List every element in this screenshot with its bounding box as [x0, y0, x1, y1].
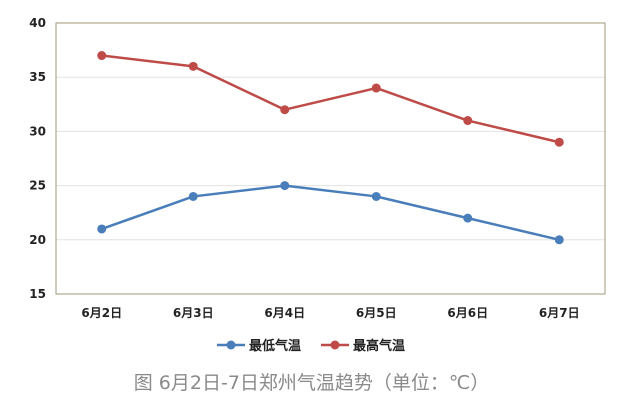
- data-point: [463, 213, 473, 223]
- x-tick-label: 6月7日: [539, 306, 580, 320]
- x-axis-tick-labels: 6月2日 6月3日 6月4日 6月5日 6月6日 6月7日: [81, 306, 579, 320]
- legend-marker: [330, 340, 340, 350]
- legend-item: 最高气温: [321, 338, 405, 354]
- figure-caption: 图 6月2日-7日郑州气温趋势（单位：℃）: [133, 372, 490, 394]
- x-tick-label: 6月6日: [447, 306, 488, 320]
- legend-label: 最高气温: [353, 338, 405, 354]
- legend-marker: [226, 340, 236, 350]
- data-point: [188, 61, 198, 71]
- y-tick-label: 25: [29, 179, 46, 193]
- y-tick-label: 20: [29, 233, 46, 247]
- legend: 最低气温 最高气温: [217, 338, 405, 354]
- series-2: [97, 51, 564, 147]
- data-point: [554, 235, 564, 245]
- y-tick-label: 40: [29, 16, 46, 30]
- data-point: [463, 116, 473, 126]
- plot-frame: [55, 22, 606, 295]
- data-point: [371, 191, 381, 201]
- data-point: [280, 181, 290, 191]
- line-chart: 15 20 25 30 35 40 6月2日 6月3日 6月4日 6月5日 6月6日 6月7日 最低…: [29, 16, 606, 354]
- data-point: [280, 105, 290, 115]
- y-tick-label: 30: [29, 124, 46, 138]
- x-tick-label: 6月3日: [173, 306, 214, 320]
- grid-lines: [56, 76, 605, 241]
- y-tick-label: 15: [29, 287, 46, 301]
- series-1: [97, 181, 564, 245]
- legend-item: 最低气温: [217, 338, 301, 354]
- x-tick-label: 6月5日: [356, 306, 397, 320]
- y-axis-tick-labels: 15 20 25 30 35 40: [29, 16, 46, 301]
- x-tick-label: 6月4日: [264, 306, 305, 320]
- data-point: [188, 191, 198, 201]
- x-tick-label: 6月2日: [81, 306, 122, 320]
- legend-label: 最低气温: [249, 338, 301, 354]
- y-tick-label: 35: [29, 70, 46, 84]
- data-point: [371, 83, 381, 93]
- data-point: [97, 51, 107, 61]
- data-point: [554, 137, 564, 147]
- data-point: [97, 224, 107, 234]
- series-line: [101, 54, 560, 144]
- series-line: [101, 184, 560, 242]
- series-lines: [97, 51, 564, 245]
